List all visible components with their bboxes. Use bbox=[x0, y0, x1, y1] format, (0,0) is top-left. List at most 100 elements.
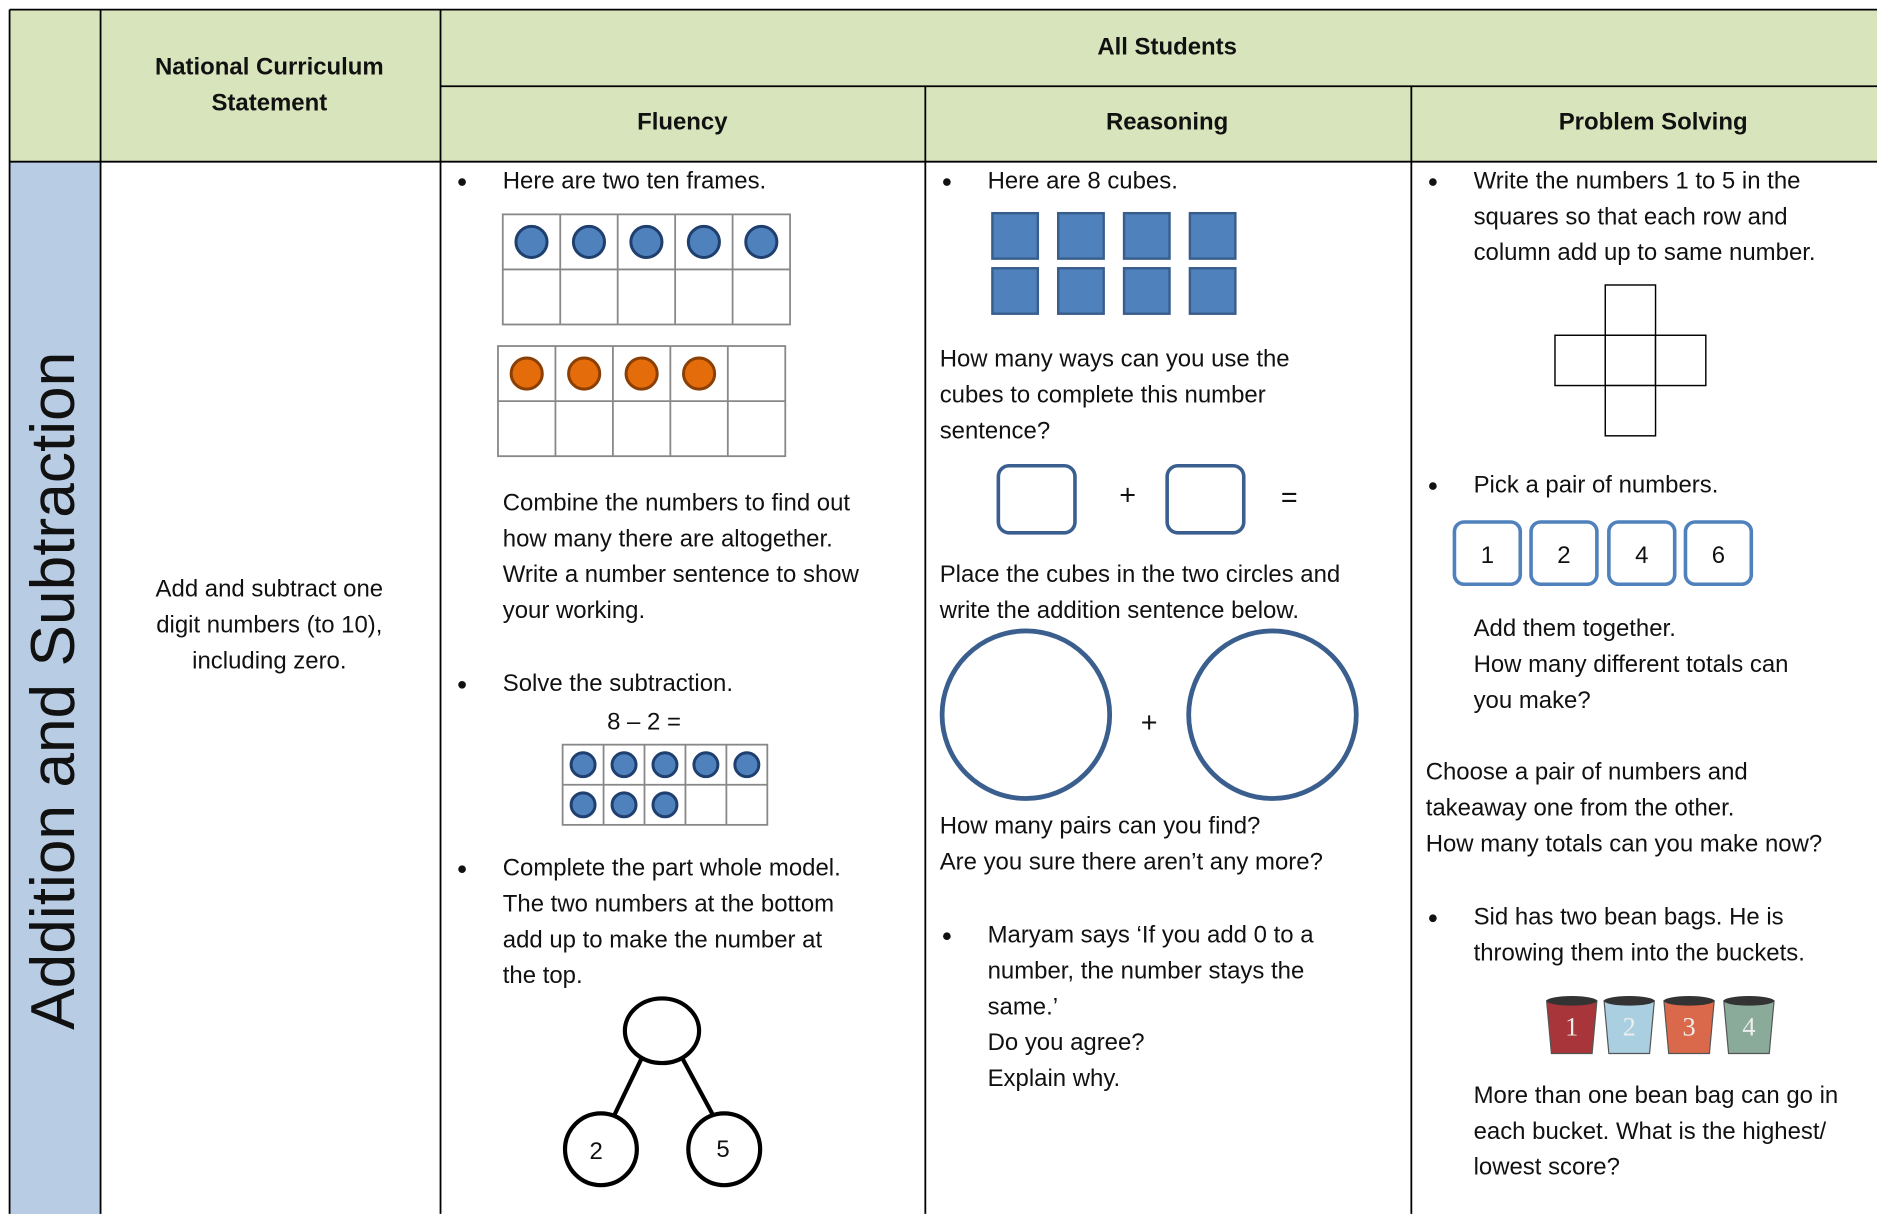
text: same.’ bbox=[988, 993, 1059, 1020]
counter bbox=[569, 751, 597, 779]
text: Combine the numbers to find out bbox=[503, 489, 851, 516]
text: squares so that each row and bbox=[1474, 203, 1788, 230]
text: 2 bbox=[1557, 542, 1570, 569]
text: Pick a pair of numbers. bbox=[1474, 471, 1719, 498]
bullet bbox=[1429, 482, 1437, 490]
counter bbox=[514, 224, 549, 259]
text: write the addition sentence below. bbox=[939, 597, 1299, 624]
text: Fluency bbox=[637, 109, 728, 136]
counter bbox=[571, 224, 607, 259]
text: including zero. bbox=[192, 647, 346, 674]
text: The two numbers at the bottom bbox=[503, 890, 834, 917]
text: Choose a pair of numbers and bbox=[1426, 759, 1748, 786]
cross-square bbox=[1554, 334, 1606, 387]
text: 4 bbox=[1742, 1013, 1755, 1042]
box bbox=[1165, 463, 1246, 535]
cross-square bbox=[1604, 284, 1657, 336]
box bbox=[996, 463, 1077, 535]
bullet bbox=[458, 178, 466, 186]
pw-circle bbox=[622, 996, 702, 1066]
big-circle bbox=[1186, 628, 1359, 801]
text: sentence? bbox=[940, 418, 1050, 445]
pw-circle bbox=[686, 1111, 763, 1188]
text: 5 bbox=[716, 1136, 729, 1163]
text: add up to make the number at bbox=[503, 926, 823, 953]
text: column add up to same number. bbox=[1474, 239, 1816, 266]
text: Complete the part whole model. bbox=[503, 854, 841, 881]
cube bbox=[1122, 267, 1171, 315]
text: the top. bbox=[503, 962, 583, 989]
text: = bbox=[1281, 482, 1298, 514]
cross-square bbox=[1604, 384, 1657, 437]
text: 6 bbox=[1712, 542, 1725, 569]
text: Add them together. bbox=[1474, 615, 1676, 642]
bucket-rim bbox=[1546, 996, 1597, 1006]
cube bbox=[991, 267, 1040, 315]
bullet bbox=[943, 932, 951, 941]
text: How many pairs can you find? bbox=[940, 813, 1261, 840]
text: 1 bbox=[1565, 1013, 1578, 1042]
counter bbox=[569, 791, 597, 819]
text: How many ways can you use the bbox=[940, 346, 1290, 373]
counter bbox=[651, 791, 679, 819]
bullet bbox=[458, 865, 466, 873]
cube bbox=[1122, 211, 1171, 260]
cross-square bbox=[1654, 334, 1707, 387]
text: Write a number sentence to show bbox=[503, 561, 860, 588]
text: Place the cubes in the two circles and bbox=[940, 561, 1341, 588]
big-circle bbox=[939, 628, 1113, 801]
counter bbox=[567, 356, 602, 391]
text: 8 – 2 = bbox=[607, 708, 681, 735]
bucket-rim bbox=[1604, 996, 1655, 1006]
text: Problem Solving bbox=[1559, 109, 1748, 136]
text: takeaway one from the other. bbox=[1426, 795, 1735, 822]
text: you make? bbox=[1474, 687, 1591, 714]
cube bbox=[1188, 211, 1237, 260]
text: how many there are altogether. bbox=[503, 525, 833, 552]
text: 2 bbox=[589, 1138, 602, 1165]
text: lowest score? bbox=[1474, 1154, 1620, 1181]
number-card bbox=[1452, 520, 1523, 587]
counter bbox=[629, 224, 664, 259]
text: Here are two ten frames. bbox=[503, 167, 766, 194]
counter bbox=[651, 751, 679, 779]
text: More than one bean bag can go in bbox=[1474, 1082, 1839, 1109]
text: + bbox=[1141, 707, 1158, 739]
text: National Curriculum bbox=[155, 54, 384, 81]
pw-line bbox=[611, 1057, 644, 1120]
text: Explain why. bbox=[988, 1065, 1121, 1092]
counter bbox=[686, 224, 721, 259]
text: How many totals can you make now? bbox=[1426, 831, 1823, 858]
bullet bbox=[458, 680, 466, 689]
text: 4 bbox=[1635, 542, 1648, 569]
text: How many different totals can bbox=[1474, 651, 1789, 678]
text: Write the numbers 1 to 5 in the bbox=[1474, 167, 1801, 194]
text: + bbox=[1119, 479, 1136, 511]
counter bbox=[744, 224, 779, 259]
side-label: Addition and Subtraction bbox=[19, 352, 88, 1030]
text: throwing them into the buckets. bbox=[1474, 939, 1805, 966]
number-card bbox=[1607, 520, 1677, 587]
counter bbox=[682, 356, 717, 391]
text: Solve the subtraction. bbox=[503, 670, 733, 697]
cube bbox=[1057, 211, 1105, 260]
counter bbox=[692, 751, 720, 779]
counter bbox=[624, 356, 659, 391]
grid bbox=[8, 8, 1877, 1214]
number-card bbox=[1683, 520, 1754, 587]
text: Add and subtract one bbox=[156, 576, 384, 603]
cube bbox=[1188, 267, 1237, 315]
bullet bbox=[1429, 914, 1437, 923]
counter bbox=[610, 791, 638, 819]
bucket-rim bbox=[1723, 996, 1775, 1006]
cube bbox=[991, 211, 1040, 260]
text: cubes to complete this number bbox=[940, 382, 1266, 409]
counter bbox=[509, 356, 544, 391]
side-background bbox=[9, 161, 101, 1214]
text: Here are 8 cubes. bbox=[988, 167, 1178, 194]
bullet bbox=[943, 178, 951, 186]
text: 3 bbox=[1682, 1013, 1695, 1042]
text: Maryam says ‘If you add 0 to a bbox=[988, 922, 1315, 949]
cube bbox=[1057, 267, 1105, 315]
